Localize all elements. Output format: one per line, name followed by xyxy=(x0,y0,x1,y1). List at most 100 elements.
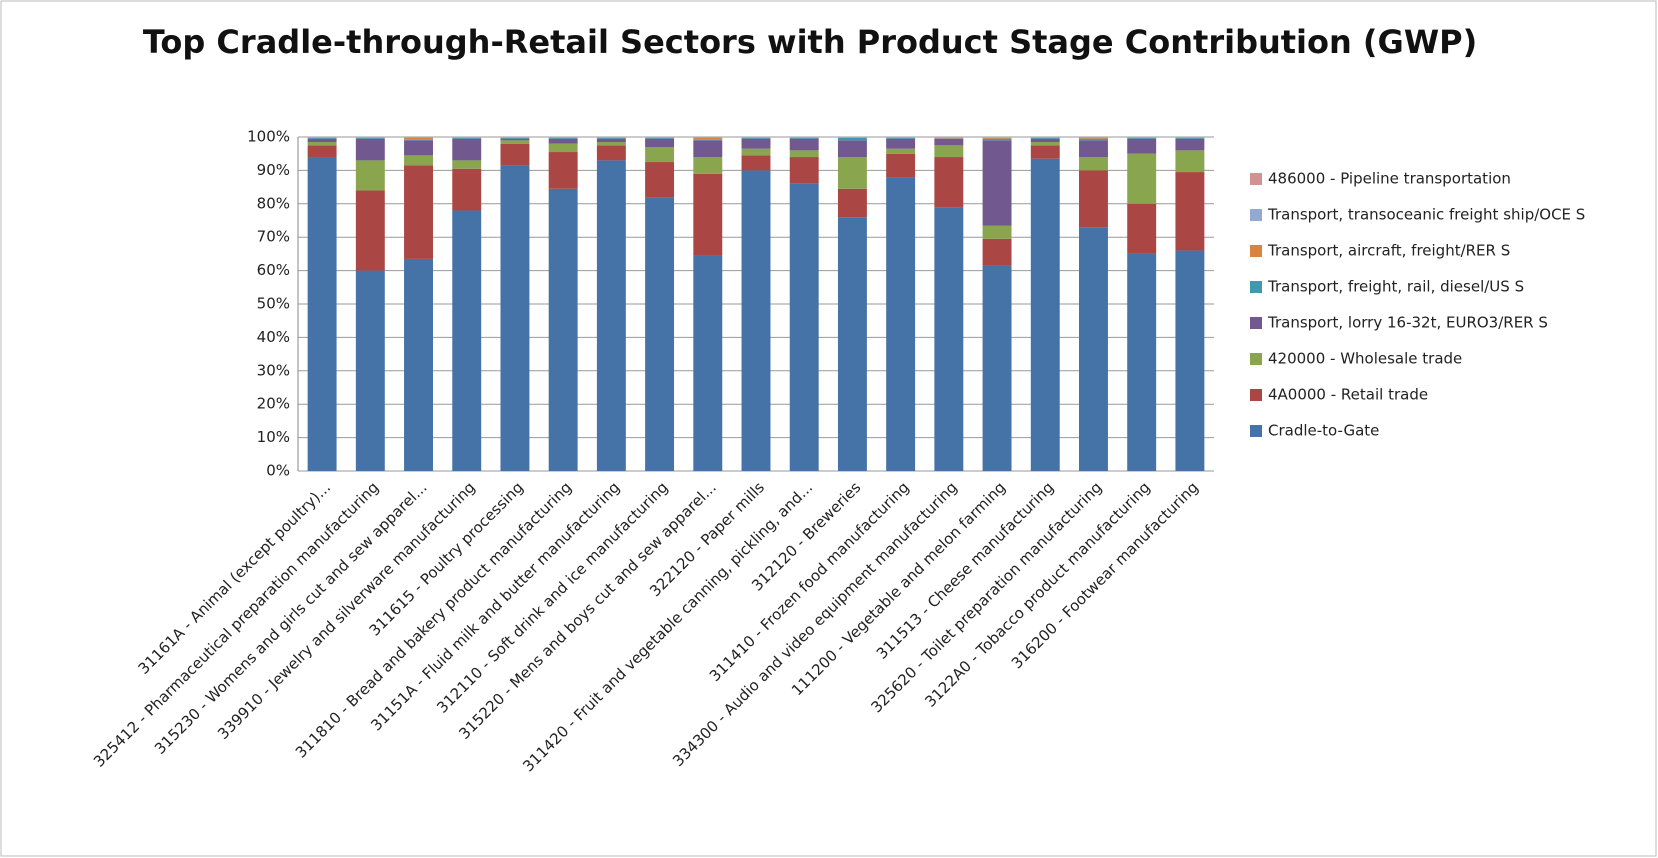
bar-segment xyxy=(1127,203,1157,254)
bar-segment xyxy=(1079,137,1108,139)
bar-segment xyxy=(789,150,819,158)
bar-segment xyxy=(1127,138,1157,139)
bar-segment xyxy=(355,160,385,191)
bar-segment xyxy=(645,138,675,139)
chart-title: Top Cradle-through-Retail Sectors with P… xyxy=(143,23,1477,61)
y-tick-label: 10% xyxy=(257,428,290,446)
bar-segment xyxy=(982,138,1012,139)
legend-swatch xyxy=(1250,209,1262,221)
bar-segment xyxy=(404,258,433,471)
bar-segment xyxy=(1175,172,1205,251)
bar-segment xyxy=(404,140,433,156)
bar-segment xyxy=(982,138,1012,141)
bar-segment xyxy=(789,157,819,184)
bar-segment xyxy=(548,143,578,153)
bar-segment xyxy=(1175,150,1205,173)
bar-segment xyxy=(645,162,675,198)
legend-label: 420000 - Wholesale trade xyxy=(1268,350,1462,368)
bar-segment xyxy=(355,138,385,161)
bar-segment xyxy=(500,140,530,144)
bar-segment xyxy=(693,138,723,140)
bar-segment xyxy=(693,140,723,158)
y-tick-label: 70% xyxy=(257,228,290,246)
y-tick-label: 80% xyxy=(257,194,290,212)
bar-segment xyxy=(500,165,530,471)
bar-segment xyxy=(404,138,433,140)
bar-segment xyxy=(693,255,723,471)
legend-label: 4A0000 - Retail trade xyxy=(1268,386,1428,404)
bar-segment xyxy=(886,148,916,154)
bar-segment xyxy=(982,238,1012,266)
legend-swatch xyxy=(1250,389,1262,401)
bar-segment xyxy=(307,138,337,143)
bar-segment xyxy=(837,217,867,471)
bar-segment xyxy=(1030,158,1060,471)
bar-segment xyxy=(1030,138,1060,139)
legend-swatch xyxy=(1250,425,1262,437)
y-tick-label: 40% xyxy=(257,328,290,346)
y-tick-label: 60% xyxy=(257,261,290,279)
bar-segment xyxy=(1127,153,1157,204)
bar-segment xyxy=(1079,157,1108,171)
bar-segment xyxy=(500,138,530,139)
bar-segment xyxy=(789,183,819,471)
bar-segment xyxy=(548,138,578,144)
bar-segment xyxy=(741,138,771,139)
y-tick-label: 90% xyxy=(257,161,290,179)
y-tick-label: 100% xyxy=(247,128,290,146)
bar-segment xyxy=(982,265,1012,471)
bar-segment xyxy=(307,138,337,139)
bar-segment xyxy=(789,138,819,139)
bar-segment xyxy=(404,155,433,166)
bar-segment xyxy=(982,225,1012,239)
bar-segment xyxy=(837,188,867,218)
bar-segment xyxy=(693,157,723,174)
bar-segment xyxy=(1127,253,1157,471)
bar-segment xyxy=(741,148,771,156)
y-tick-label: 50% xyxy=(257,295,290,313)
bar-segment xyxy=(934,207,964,471)
bar-segment xyxy=(789,138,819,151)
bar-segment xyxy=(741,138,771,149)
bar-segment xyxy=(693,137,723,139)
legend-label: Cradle-to-Gate xyxy=(1268,422,1379,440)
bar-segment xyxy=(1079,140,1108,158)
y-tick-label: 30% xyxy=(257,361,290,379)
bar-segment xyxy=(404,165,433,259)
legend-label: Transport, lorry 16-32t, EURO3/RER S xyxy=(1267,314,1548,332)
bar-segment xyxy=(548,152,578,189)
bar-segment xyxy=(404,139,433,141)
bar-segment xyxy=(837,157,867,189)
bar-segment xyxy=(596,142,626,146)
bar-segment xyxy=(1030,138,1060,143)
legend-swatch xyxy=(1250,245,1262,257)
bar-segment xyxy=(645,138,675,148)
bar-segment xyxy=(452,160,482,169)
bar-segment xyxy=(934,157,964,208)
legend-label: Transport, freight, rail, diesel/US S xyxy=(1267,278,1524,296)
bar-segment xyxy=(934,145,964,158)
bar-segment xyxy=(741,155,771,171)
legend-swatch xyxy=(1250,281,1262,293)
bar-segment xyxy=(1079,138,1108,139)
bar-segment xyxy=(452,210,482,472)
bar-segment xyxy=(500,138,530,141)
bar-segment xyxy=(355,138,385,139)
bar-segment xyxy=(1079,227,1108,471)
bar-segment xyxy=(307,142,337,146)
bar-segment xyxy=(1030,145,1060,159)
bar-segment xyxy=(645,197,675,471)
bar-segment xyxy=(1030,142,1060,146)
bar-segment xyxy=(1079,170,1108,228)
legend-label: Transport, transoceanic freight ship/OCE… xyxy=(1267,206,1585,224)
y-tick-label: 20% xyxy=(257,395,290,413)
bar-segment xyxy=(886,138,916,149)
bar-segment xyxy=(645,147,675,163)
bar-segment xyxy=(307,157,337,472)
bar-segment xyxy=(934,138,964,146)
bar-segment xyxy=(596,138,626,139)
bar-segment xyxy=(452,138,482,139)
bar-segment xyxy=(548,138,578,139)
